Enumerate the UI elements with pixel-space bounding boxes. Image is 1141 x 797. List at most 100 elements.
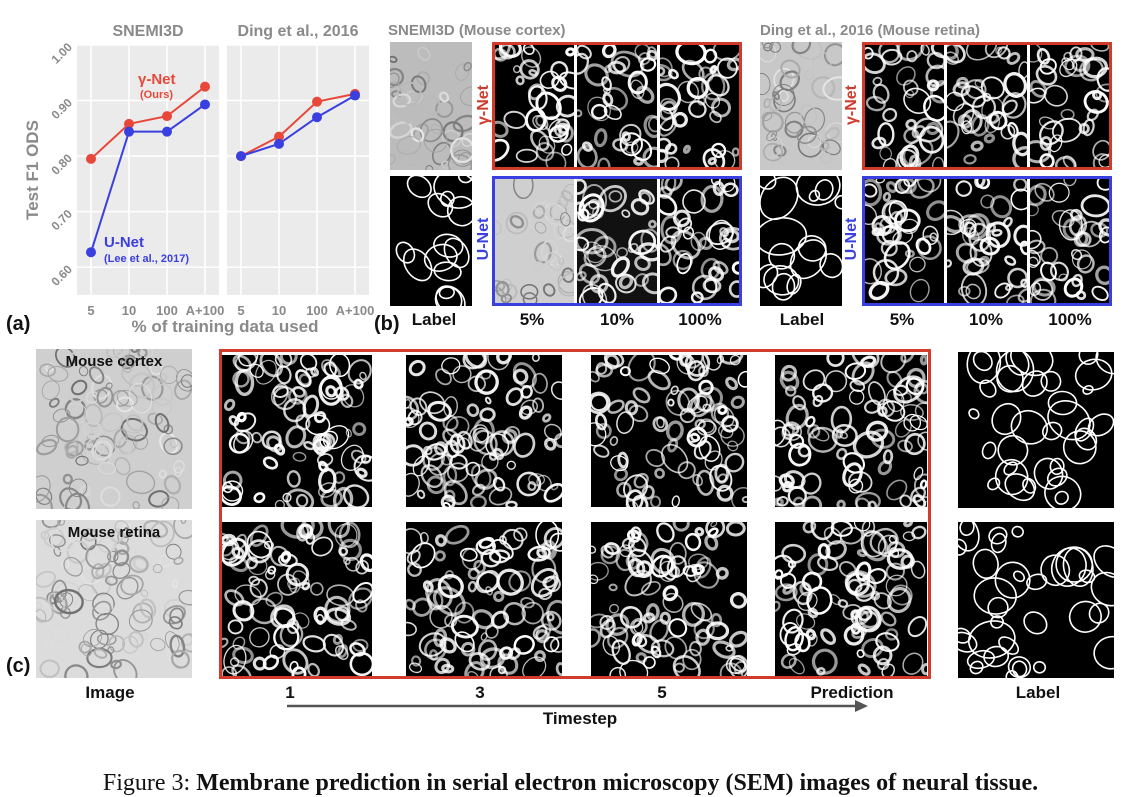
texture-mark bbox=[410, 75, 427, 94]
texture-mark bbox=[442, 121, 464, 143]
texture-mark bbox=[694, 556, 712, 579]
texture-mark bbox=[130, 349, 139, 353]
texture-mark bbox=[958, 631, 978, 653]
texture-mark bbox=[55, 349, 76, 368]
timestep-axis-label: Timestep bbox=[542, 709, 618, 728]
texture-mark bbox=[269, 545, 290, 567]
texture-mark bbox=[625, 489, 644, 507]
x-tick-label: A+100 bbox=[336, 303, 375, 318]
texture-mark bbox=[886, 586, 912, 614]
texture-mark bbox=[705, 621, 730, 641]
texture-mark bbox=[656, 522, 675, 543]
texture-mark bbox=[158, 554, 173, 568]
texture-mark bbox=[597, 282, 617, 303]
texture-mark bbox=[1074, 358, 1113, 391]
texture-mark bbox=[650, 639, 675, 658]
texture-mark bbox=[441, 357, 461, 375]
texture-mark bbox=[804, 69, 815, 80]
cortex-timestep-1 bbox=[222, 355, 372, 507]
texture-mark bbox=[796, 125, 818, 145]
texture-mark bbox=[704, 450, 723, 471]
texture-mark bbox=[519, 59, 540, 80]
texture-mark bbox=[971, 95, 997, 120]
texture-mark bbox=[615, 273, 637, 294]
texture-mark bbox=[45, 362, 55, 373]
texture-mark bbox=[555, 662, 562, 676]
texture-mark bbox=[608, 190, 623, 203]
texture-mark bbox=[737, 370, 747, 388]
texture-mark bbox=[947, 259, 952, 268]
texture-mark bbox=[64, 664, 89, 678]
texture-mark bbox=[169, 634, 186, 658]
texture-mark bbox=[355, 467, 368, 479]
texture-mark bbox=[616, 481, 632, 498]
texture-mark bbox=[520, 597, 535, 609]
unet-point bbox=[200, 99, 210, 110]
texture-mark bbox=[298, 373, 312, 387]
texture-mark bbox=[700, 184, 724, 213]
texture-mark bbox=[865, 52, 886, 75]
texture-mark bbox=[128, 555, 149, 574]
timestep-box bbox=[219, 349, 931, 679]
retina-label-image bbox=[958, 522, 1114, 678]
texture-mark bbox=[1040, 554, 1071, 587]
texture-mark bbox=[642, 612, 656, 624]
texture-mark bbox=[725, 522, 746, 537]
texture-mark bbox=[931, 156, 944, 167]
texture-mark bbox=[345, 556, 360, 572]
texture-mark bbox=[591, 628, 601, 648]
texture-mark bbox=[712, 260, 729, 275]
texture-mark bbox=[654, 467, 666, 479]
cortex-label-image bbox=[958, 352, 1114, 508]
texture-mark bbox=[82, 528, 98, 542]
texture-mark bbox=[717, 405, 728, 415]
texture-mark bbox=[710, 522, 718, 528]
texture-mark bbox=[1011, 525, 1024, 538]
texture-mark bbox=[48, 397, 60, 408]
texture-mark bbox=[1082, 384, 1094, 395]
texture-mark bbox=[429, 604, 453, 629]
texture-mark bbox=[498, 45, 516, 60]
texture-mark bbox=[987, 477, 1001, 491]
texture-mark bbox=[561, 267, 574, 283]
texture-mark bbox=[329, 355, 351, 378]
texture-mark bbox=[429, 649, 439, 661]
texture-mark bbox=[484, 396, 492, 405]
ding-unet-100pct bbox=[1030, 179, 1109, 303]
texture-mark bbox=[679, 407, 696, 424]
texture-mark bbox=[426, 475, 446, 495]
texture-mark bbox=[402, 248, 433, 282]
texture-mark bbox=[583, 246, 607, 268]
texture-mark bbox=[1051, 209, 1075, 228]
texture-mark bbox=[65, 402, 87, 425]
texture-mark bbox=[637, 242, 657, 262]
texture-mark bbox=[71, 379, 88, 396]
texture-mark bbox=[108, 635, 126, 653]
texture-mark bbox=[822, 76, 842, 101]
texture-mark bbox=[632, 633, 648, 648]
texture-mark bbox=[865, 420, 889, 442]
caption-title: Membrane prediction in serial electron m… bbox=[196, 770, 1039, 796]
texture-mark bbox=[682, 189, 706, 214]
texture-mark bbox=[78, 584, 98, 602]
snemi-unet-box bbox=[492, 176, 742, 306]
texture-mark bbox=[905, 118, 917, 130]
texture-mark bbox=[659, 611, 671, 625]
texture-mark bbox=[865, 179, 883, 207]
texture-mark bbox=[880, 611, 897, 627]
texture-mark bbox=[445, 48, 467, 68]
texture-mark bbox=[360, 454, 372, 464]
retina-timestep-5 bbox=[591, 522, 747, 676]
texture-mark bbox=[712, 640, 736, 659]
texture-mark bbox=[1055, 546, 1094, 583]
texture-mark bbox=[128, 382, 153, 414]
texture-mark bbox=[876, 398, 896, 418]
texture-mark bbox=[546, 613, 555, 622]
texture-mark bbox=[105, 349, 125, 358]
plot-bg-ding bbox=[227, 45, 369, 295]
texture-mark bbox=[464, 661, 485, 676]
texture-mark bbox=[561, 143, 573, 156]
texture-mark bbox=[893, 384, 909, 397]
texture-mark bbox=[70, 534, 80, 544]
texture-mark bbox=[522, 45, 535, 56]
